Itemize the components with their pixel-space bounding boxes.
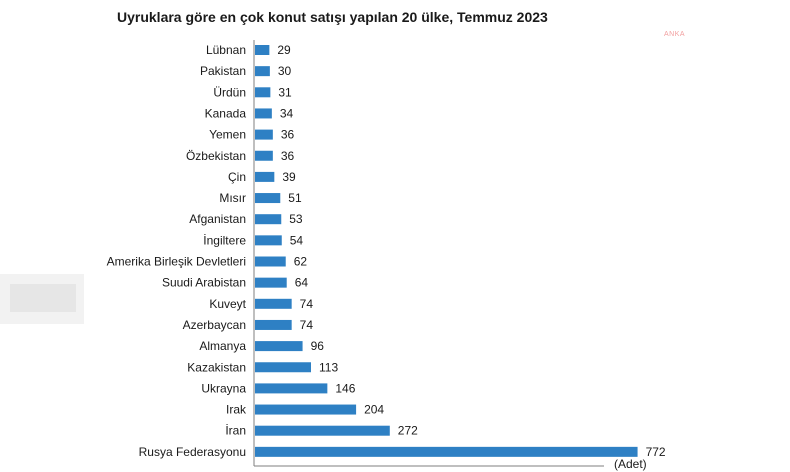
chart-title: Uyruklara göre en çok konut satışı yapıl… [117, 9, 548, 25]
category-label-5: Özbekistan [186, 149, 246, 163]
bar-17 [255, 404, 357, 415]
value-label-10: 62 [294, 255, 308, 269]
value-label-12: 74 [300, 297, 314, 311]
category-label-8: Afganistan [189, 212, 246, 226]
category-label-19: Rusya Federasyonu [139, 445, 246, 459]
bar-10 [255, 256, 286, 267]
bar-1 [255, 66, 270, 77]
bar-11 [255, 277, 287, 288]
value-label-2: 31 [278, 85, 292, 99]
value-label-17: 204 [364, 403, 384, 417]
category-label-11: Suudi Arabistan [162, 276, 246, 290]
bar-16 [255, 383, 328, 394]
category-label-13: Azerbaycan [183, 318, 246, 332]
value-labels: 29 30 31 34 36 36 39 51 53 54 62 64 74 74 96 113 146 204 2… [277, 43, 666, 459]
category-label-16: Ukrayna [201, 381, 246, 395]
bars [255, 45, 638, 457]
bar-8 [255, 214, 282, 225]
bar-5 [255, 150, 273, 161]
value-label-4: 36 [281, 128, 295, 142]
value-label-18: 272 [398, 424, 418, 438]
bar-19 [255, 446, 638, 457]
value-label-8: 53 [289, 212, 303, 226]
blurred-edge-decoration [0, 274, 84, 324]
category-label-2: Ürdün [213, 85, 246, 99]
category-label-9: İngiltere [203, 233, 246, 247]
value-label-19: 772 [646, 445, 666, 459]
value-label-11: 64 [295, 276, 309, 290]
category-label-14: Almanya [199, 339, 246, 353]
value-label-5: 36 [281, 149, 295, 163]
category-label-12: Kuveyt [209, 297, 246, 311]
bar-14 [255, 341, 303, 352]
value-label-13: 74 [300, 318, 314, 332]
bar-9 [255, 235, 282, 246]
category-label-1: Pakistan [200, 64, 246, 78]
value-label-0: 29 [277, 43, 291, 57]
value-label-1: 30 [278, 64, 292, 78]
bar-18 [255, 425, 390, 436]
category-label-10: Amerika Birleşik Devletleri [107, 255, 246, 269]
category-label-3: Kanada [205, 106, 247, 120]
bar-13 [255, 319, 292, 330]
value-label-9: 54 [290, 233, 304, 247]
bar-4 [255, 129, 273, 140]
category-label-6: Çin [228, 170, 246, 184]
value-label-7: 51 [288, 191, 302, 205]
bar-3 [255, 108, 272, 119]
category-label-4: Yemen [209, 128, 246, 142]
bar-12 [255, 298, 292, 309]
bar-15 [255, 362, 311, 373]
value-label-3: 34 [280, 106, 294, 120]
bar-7 [255, 193, 281, 204]
category-label-15: Kazakistan [187, 360, 246, 374]
value-label-16: 146 [335, 381, 355, 395]
category-labels: Lübnan Pakistan Ürdün Kanada Yemen Özbekistan… [107, 43, 247, 459]
bar-0 [255, 45, 270, 55]
bar-6 [255, 171, 275, 182]
category-label-18: İran [225, 424, 246, 438]
value-label-14: 96 [311, 339, 325, 353]
value-label-15: 113 [319, 360, 338, 374]
category-label-0: Lübnan [206, 43, 246, 57]
category-label-7: Mısır [219, 191, 246, 205]
watermark-logo: ANKA [664, 31, 685, 38]
category-label-17: Irak [226, 403, 247, 417]
value-label-6: 39 [282, 170, 296, 184]
unit-label: (Adet) [614, 457, 647, 471]
bar-2 [255, 87, 271, 98]
